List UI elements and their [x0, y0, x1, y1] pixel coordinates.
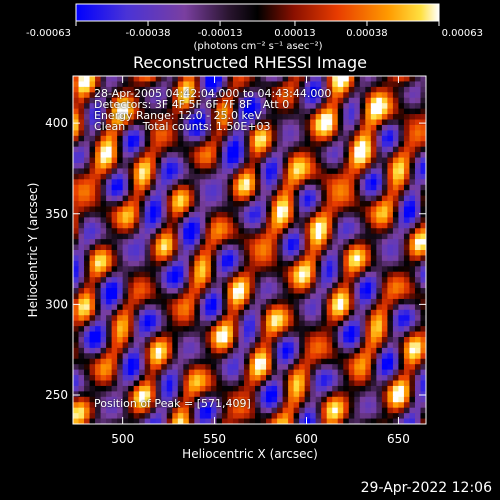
plot-frame	[72, 75, 427, 425]
colorbar-tick-labels: -0.00063 -0.00038 -0.00013 0.00013 0.00038 0.…	[26, 28, 483, 39]
x-tick-label: 650	[387, 432, 410, 446]
x-tick-label: 500	[111, 432, 134, 446]
colorbar-tick-label: 0.00038	[346, 28, 387, 39]
x-axis-label: Heliocentric X (arcsec)	[182, 447, 318, 461]
y-axis-label: Heliocentric Y (arcsec)	[26, 183, 40, 318]
colorbar-unit-label: (photons cm⁻² s⁻¹ asec⁻²)	[193, 41, 322, 52]
colorbar-tick-label: -0.00013	[198, 28, 243, 39]
footer-timestamp: 29-Apr-2022 12:06	[360, 480, 492, 496]
colorbar-tick-label: 0.00013	[274, 28, 315, 39]
y-tick-label: 250	[45, 388, 68, 402]
overlay-energy-range: Energy Range: 12.0 - 25.0 keV	[94, 109, 262, 122]
overlay-time-range: 28-Apr-2005 04:42:04.000 to 04:43:44.000	[94, 87, 332, 100]
colorbar-tick-label: -0.00063	[26, 28, 71, 39]
overlay-detectors: Detectors: 3F 4F 5F 6F 7F 8F Att 0	[94, 98, 290, 111]
colorbar-tick-label: 0.00063	[442, 28, 483, 39]
y-tick-labels: 250 300 350 400	[45, 116, 68, 402]
x-tick-label: 550	[203, 432, 226, 446]
plot-title: Reconstructed RHESSI Image	[133, 53, 367, 72]
y-tick-label: 350	[45, 207, 68, 221]
x-tick-label: 600	[295, 432, 318, 446]
colorbar-tick-label: -0.00038	[126, 28, 171, 39]
peak-position-label: Position of Peak = [571,409]	[94, 397, 251, 410]
x-tick-labels: 500 550 600 650	[111, 432, 410, 446]
colorbar: -0.00063 -0.00038 -0.00013 0.00013 0.00038 0.…	[26, 3, 483, 52]
overlay-counts: Clean Total counts: 1.50E+03	[94, 120, 271, 133]
heatmap	[73, 76, 426, 424]
colorbar-gradient	[75, 3, 440, 22]
y-tick-label: 300	[45, 297, 68, 311]
y-tick-label: 400	[45, 116, 68, 130]
